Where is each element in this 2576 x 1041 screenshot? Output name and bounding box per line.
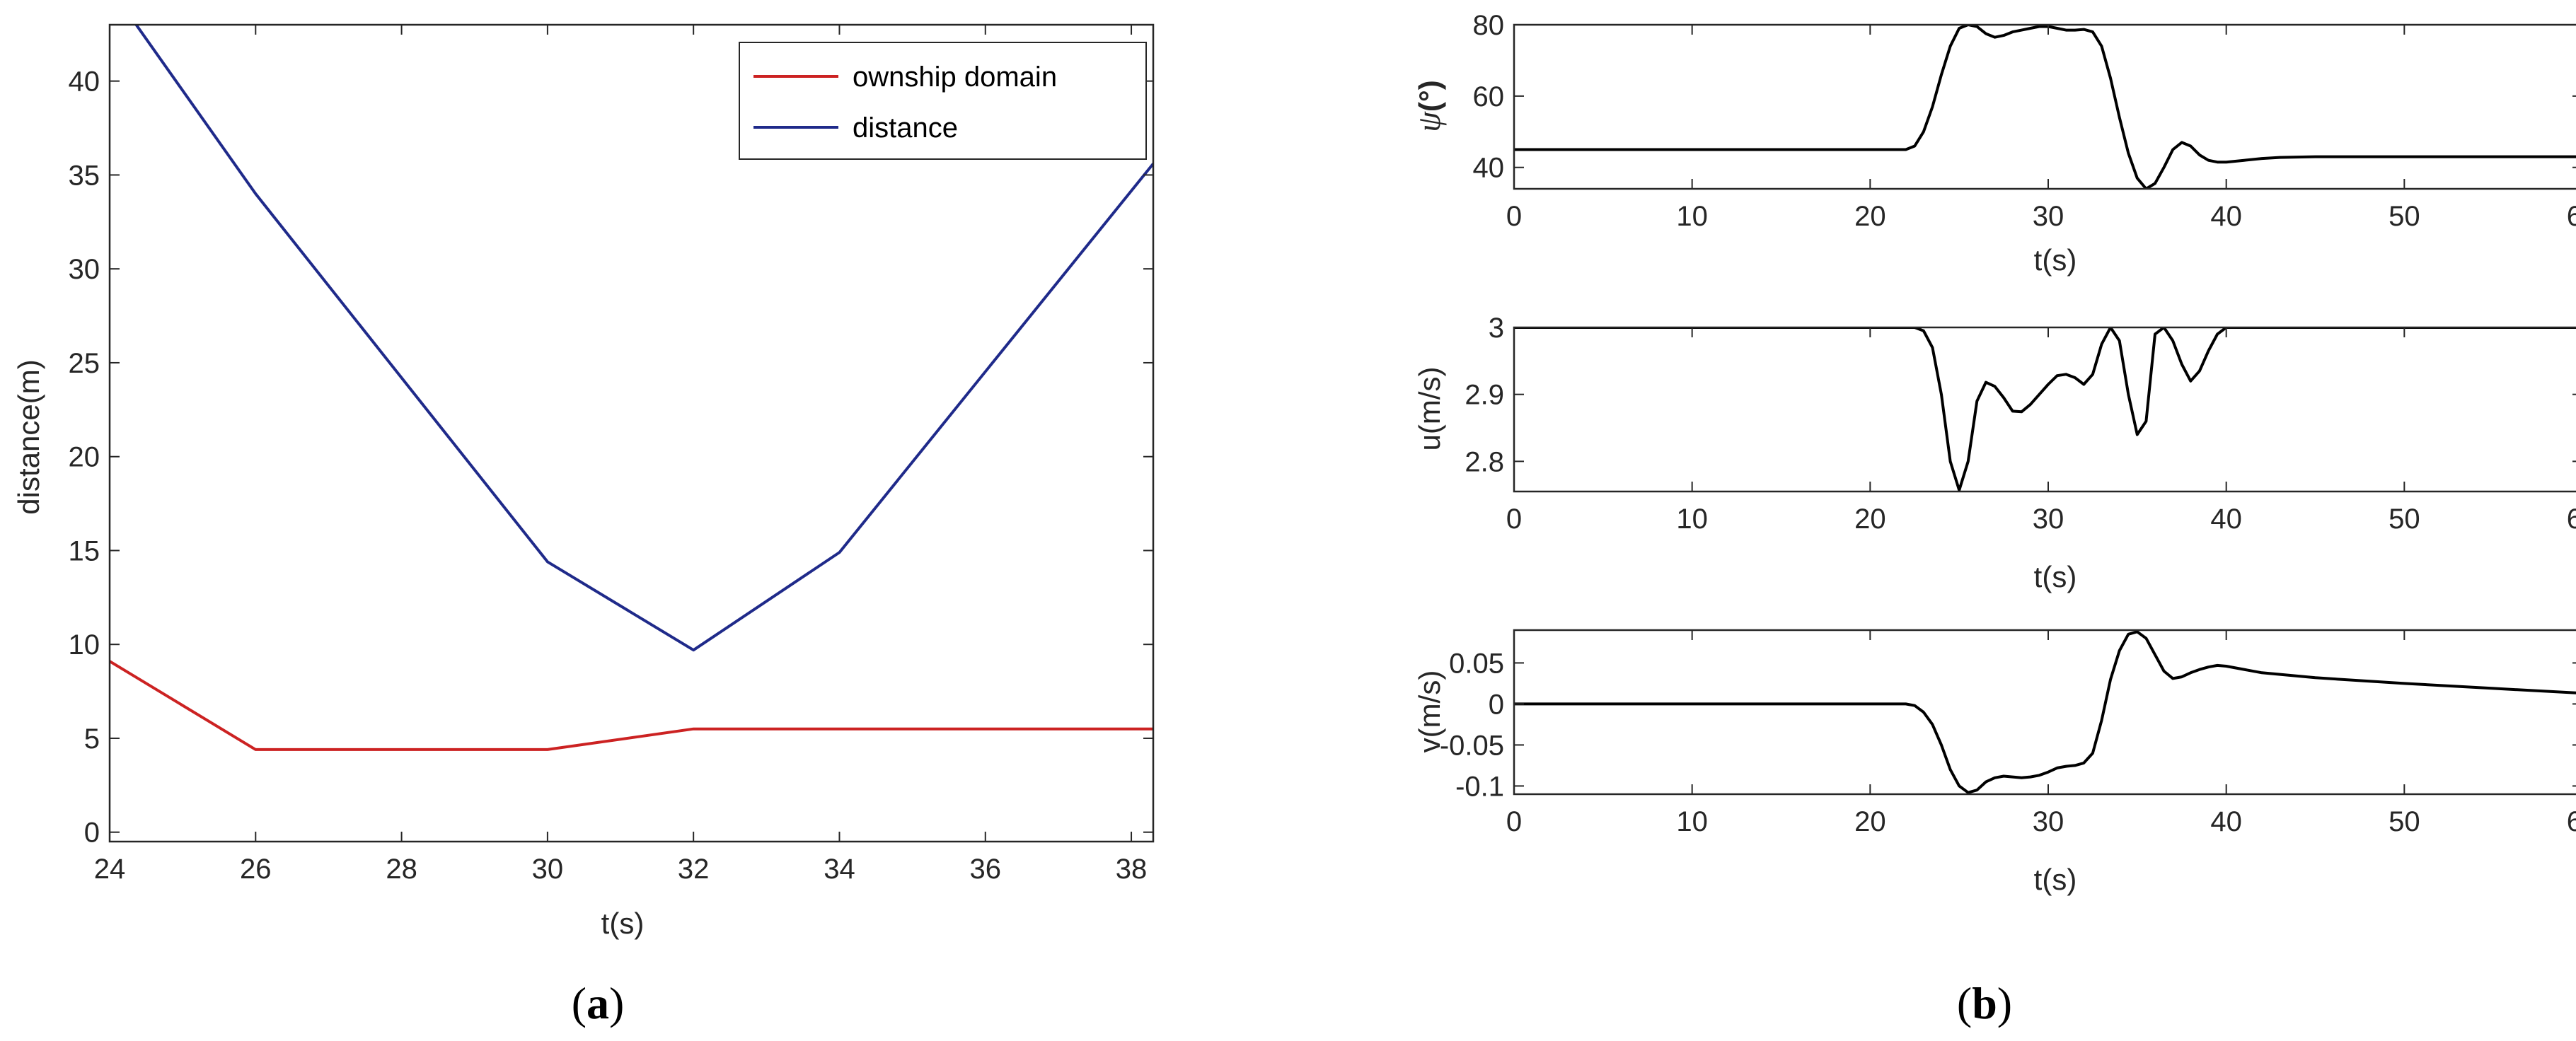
series-line-b2-0: [1514, 327, 2576, 492]
series-line-b3-0: [1514, 630, 2576, 794]
x-tick-label-b1-1: 10: [1676, 201, 1708, 232]
y-tick-label-a-4: 20: [69, 442, 100, 473]
x-tick-label-b1-6: 60: [2567, 201, 2576, 232]
chart-b3-xlabel: t(s): [2034, 863, 2077, 896]
y-tick-label-b3-2: 0: [1489, 689, 1504, 720]
y-tick-label-a-2: 10: [69, 629, 100, 661]
x-tick-label-a-5: 34: [824, 854, 855, 885]
y-tick-label-a-6: 30: [69, 254, 100, 285]
chart-b2-ylabel: u(m/s): [1413, 367, 1446, 451]
y-tick-label-b2-1: 2.9: [1465, 380, 1504, 411]
legend-box: [739, 42, 1147, 160]
x-tick-label-b3-6: 60: [2567, 806, 2576, 837]
chart-b1-heading: 0 10 20 30 40 50 60 40 60 80 t(s) ψ(°): [1411, 10, 2576, 277]
panel-label-b: (b): [1957, 978, 2012, 1028]
chart-a-ylabel: distance(m): [12, 359, 45, 514]
chart-a-distance: 24 26 28 30 32 34 36 38 0 5 10 15 20 25 30 35 40 t(s) di…: [12, 23, 1155, 940]
chart-b2-plot: 0 10 20 30 40 50 60 2.8 2.9 3: [1465, 313, 2576, 535]
y-tick-label-b1-0: 40: [1473, 153, 1505, 184]
x-tick-label-b3-1: 10: [1676, 806, 1708, 837]
chart-b2-surge-speed: 0 10 20 30 40 50 60 2.8 2.9 3 t(s) u(m/s): [1413, 313, 2576, 593]
x-tick-label-b3-2: 20: [1854, 806, 1886, 837]
chart-b3-sway-speed: 0 10 20 30 40 50 60 -0.1 -0.05 0 0.05 t(s) v(m/s): [1413, 629, 2576, 896]
x-tick-label-b2-1: 10: [1676, 504, 1708, 535]
x-tick-label-b2-2: 20: [1854, 504, 1886, 535]
y-tick-label-b2-0: 2.8: [1465, 446, 1504, 477]
x-tick-label-a-2: 28: [386, 854, 417, 885]
x-tick-label-b1-4: 40: [2210, 201, 2242, 232]
axes-box-a: [108, 23, 1155, 843]
chart-b1-ylabel: ψ(°): [1411, 80, 1447, 132]
y-tick-label-a-7: 35: [69, 160, 100, 191]
chart-b1-plot: 0 10 20 30 40 50 60 40 60 80: [1473, 10, 2576, 232]
y-tick-label-b1-1: 60: [1473, 81, 1505, 112]
x-tick-label-a-7: 38: [1116, 854, 1148, 885]
chart-b2-xlabel: t(s): [2034, 560, 2077, 593]
chart-b3-plot: 0 10 20 30 40 50 60 -0.1 -0.05 0 0.05: [1440, 629, 2576, 837]
legend-label-distance: distance: [853, 112, 958, 144]
x-tick-label-a-0: 24: [94, 854, 126, 885]
x-tick-label-b2-3: 30: [2033, 504, 2064, 535]
x-tick-label-b3-5: 50: [2389, 806, 2420, 837]
x-tick-label-b2-0: 0: [1506, 504, 1522, 535]
y-tick-label-a-5: 25: [69, 348, 100, 379]
panel-label-a: (a): [572, 978, 625, 1028]
chart-a-legend: ownship domain distance: [739, 42, 1147, 160]
x-tick-label-b3-0: 0: [1506, 806, 1522, 837]
y-tick-label-a-1: 5: [84, 723, 100, 755]
y-tick-label-b3-1: -0.05: [1440, 730, 1504, 761]
series-line-a-0: [110, 660, 1153, 751]
x-tick-label-b1-5: 50: [2389, 201, 2420, 232]
y-tick-label-b2-2: 3: [1489, 313, 1504, 344]
chart-b1-xlabel: t(s): [2034, 243, 2077, 277]
x-tick-label-a-6: 36: [970, 854, 1002, 885]
x-tick-label-b1-0: 0: [1506, 201, 1522, 232]
x-tick-label-b3-3: 30: [2033, 806, 2064, 837]
y-tick-label-a-0: 0: [84, 818, 100, 849]
x-tick-label-a-3: 30: [532, 854, 564, 885]
x-tick-label-b1-3: 30: [2033, 201, 2064, 232]
x-tick-label-b2-6: 60: [2567, 504, 2576, 535]
y-tick-label-b3-0: -0.1: [1455, 771, 1504, 802]
x-tick-label-b2-5: 50: [2389, 504, 2420, 535]
chart-a-xlabel: t(s): [601, 907, 645, 940]
x-tick-label-b1-2: 20: [1854, 201, 1886, 232]
x-tick-label-a-4: 32: [678, 854, 710, 885]
y-tick-label-b1-2: 80: [1473, 10, 1505, 41]
legend-label-ownship-domain: ownship domain: [853, 62, 1057, 93]
y-tick-label-b3-3: 0.05: [1449, 648, 1504, 679]
chart-b3-ylabel: v(m/s): [1413, 670, 1446, 753]
series-line-b1-0: [1514, 25, 2576, 189]
chart-a-plot: 24 26 28 30 32 34 36 38 0 5 10 15 20 25 30 35 40: [69, 23, 1155, 885]
x-tick-label-a-1: 26: [240, 854, 272, 885]
y-tick-label-a-8: 40: [69, 66, 100, 98]
series-line-a-1: [134, 25, 1153, 652]
x-tick-label-b3-4: 40: [2210, 806, 2242, 837]
x-tick-label-b2-4: 40: [2210, 504, 2242, 535]
y-tick-label-a-3: 15: [69, 535, 100, 566]
